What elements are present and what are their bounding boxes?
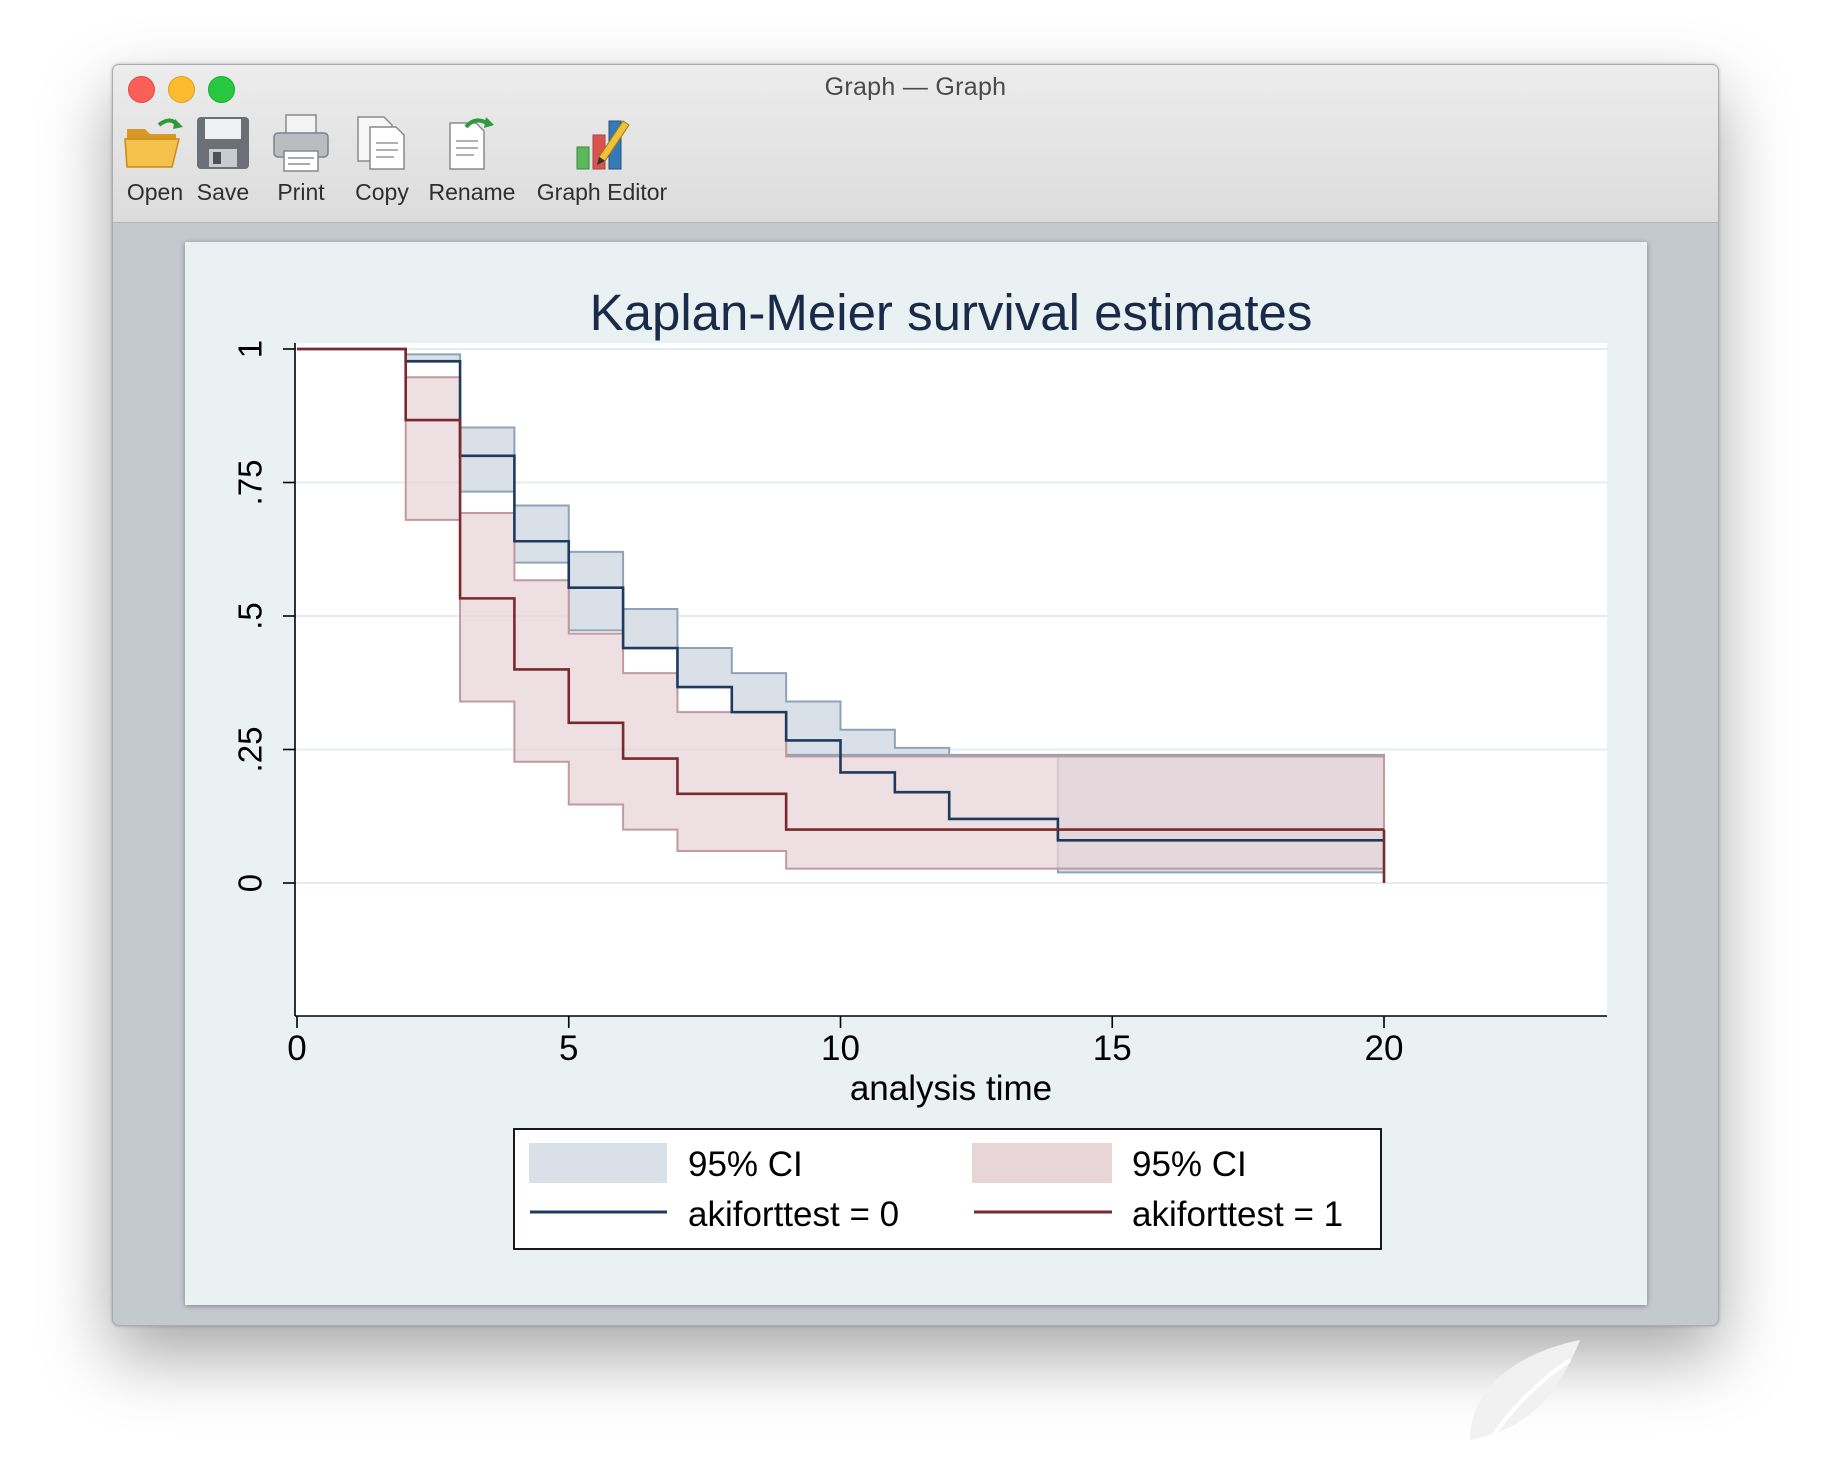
graph-editor-icon bbox=[576, 120, 630, 170]
legend: 95% CI 95% CI akiforttest = 0 akiforttes… bbox=[513, 1128, 1382, 1250]
y-tick-label-0: 0 bbox=[232, 874, 269, 892]
close-window-button[interactable] bbox=[128, 76, 155, 103]
legend-label-line-1: akiforttest = 1 bbox=[1132, 1195, 1343, 1234]
graph-window: Graph — Graph Open Save bbox=[112, 64, 1719, 1326]
chart-title: Kaplan-Meier survival estimates bbox=[590, 284, 1313, 341]
y-tick-label-4: 1 bbox=[232, 340, 269, 358]
printer-icon bbox=[273, 114, 329, 172]
axes bbox=[294, 343, 1607, 1017]
watermark-leaf-icon bbox=[1470, 1340, 1580, 1442]
window-title: Graph — Graph bbox=[824, 73, 1007, 101]
legend-swatch-ci-1 bbox=[972, 1143, 1112, 1183]
open-folder-icon bbox=[124, 118, 183, 168]
x-tick-label-4: 20 bbox=[1365, 1029, 1404, 1068]
legend-label-ci-1: 95% CI bbox=[1132, 1145, 1247, 1184]
survival-curve-1 bbox=[297, 347, 1384, 831]
legend-label-ci-0: 95% CI bbox=[688, 1145, 803, 1184]
survival-curve-0 bbox=[297, 347, 1384, 842]
x-axis-title: analysis time bbox=[850, 1069, 1052, 1108]
open-button[interactable]: Open bbox=[115, 113, 195, 206]
open-label: Open bbox=[126, 179, 184, 205]
legend-label-line-0: akiforttest = 0 bbox=[688, 1195, 899, 1234]
save-button[interactable]: Save bbox=[186, 113, 260, 206]
print-button[interactable]: Print bbox=[264, 113, 338, 206]
y-tick-label-3: .75 bbox=[232, 460, 269, 506]
copy-label: Copy bbox=[355, 179, 409, 205]
rename-button[interactable]: Rename bbox=[419, 113, 525, 206]
copy-documents-icon bbox=[357, 116, 405, 170]
x-tick-label-2: 10 bbox=[821, 1029, 860, 1068]
graph-editor-label: Graph Editor bbox=[536, 179, 668, 205]
zoom-window-button[interactable] bbox=[208, 76, 235, 103]
y-tick-label-1: .25 bbox=[232, 727, 269, 773]
title-bar: Graph — Graph Open Save bbox=[113, 65, 1718, 223]
floppy-disk-icon bbox=[197, 117, 249, 169]
rename-document-icon bbox=[449, 117, 494, 170]
x-tick-label-1: 5 bbox=[559, 1029, 578, 1068]
survival-curves bbox=[297, 347, 1386, 883]
copy-button[interactable]: Copy bbox=[342, 113, 422, 206]
legend-swatch-ci-0 bbox=[529, 1143, 667, 1183]
save-label: Save bbox=[196, 179, 250, 205]
x-tick-label-3: 15 bbox=[1093, 1029, 1132, 1068]
y-tick-label-2: .5 bbox=[232, 602, 269, 630]
minimize-window-button[interactable] bbox=[168, 76, 195, 103]
x-tick-label-0: 0 bbox=[287, 1029, 306, 1068]
graph-editor-button[interactable]: Graph Editor bbox=[527, 113, 677, 206]
graph-panel: 0.25.5.75 1 0 5 10 15 20 Kaplan-Meier survival… bbox=[185, 242, 1647, 1305]
print-label: Print bbox=[277, 179, 325, 205]
rename-label: Rename bbox=[428, 179, 516, 205]
